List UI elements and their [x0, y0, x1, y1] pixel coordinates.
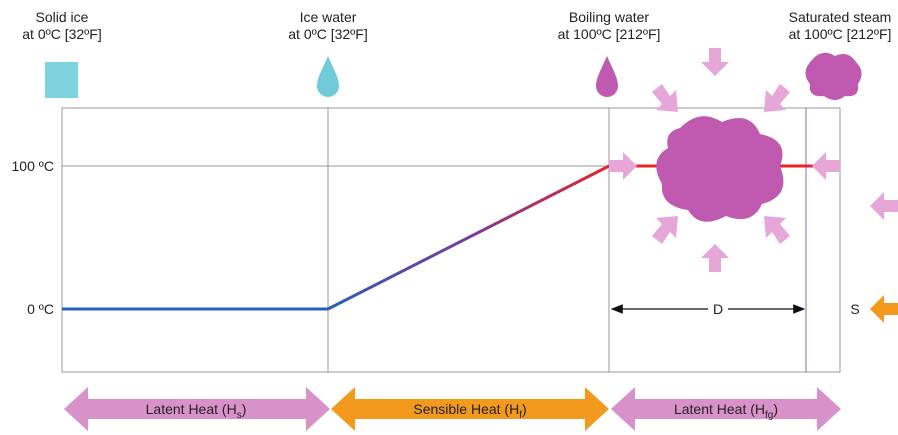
state-name: Saturated steam [789, 9, 892, 25]
axis-label: 100 ºC [12, 158, 54, 174]
ice-icon [45, 62, 78, 98]
band-sub: fg [765, 410, 773, 421]
state-labels: Solid ice at 0ºC [32ºF] Ice water at 0ºC… [22, 9, 891, 42]
s-label: S [850, 301, 859, 317]
steam-icon [805, 53, 861, 100]
state-condition: at 0ºC [32ºF] [288, 26, 367, 42]
state-condition: at 0ºC [32ºF] [22, 26, 101, 42]
s-arrow [870, 295, 898, 323]
d-label: D [713, 301, 723, 317]
band-close: ) [773, 401, 778, 417]
band-close: ) [522, 401, 527, 417]
band-text: Sensible Heat (H [413, 401, 519, 417]
boiling-drop-icon [596, 56, 618, 97]
band-text: Latent Heat (H [674, 401, 765, 417]
axis-label: 0 ºC [27, 301, 54, 317]
band-text: Latent Heat (H [146, 401, 237, 417]
state-name: Solid ice [36, 9, 89, 25]
state-condition: at 100ºC [212ºF] [789, 26, 892, 42]
curve-segment [328, 166, 609, 309]
water-drop-icon [317, 56, 339, 97]
state-name: Ice water [300, 9, 357, 25]
phase-diagram: Solid ice at 0ºC [32ºF] Ice water at 0ºC… [0, 0, 898, 435]
state-condition: at 100ºC [212ºF] [558, 26, 661, 42]
band-close: ) [242, 401, 247, 417]
state-name: Boiling water [569, 9, 649, 25]
steam-cloud [656, 116, 783, 222]
